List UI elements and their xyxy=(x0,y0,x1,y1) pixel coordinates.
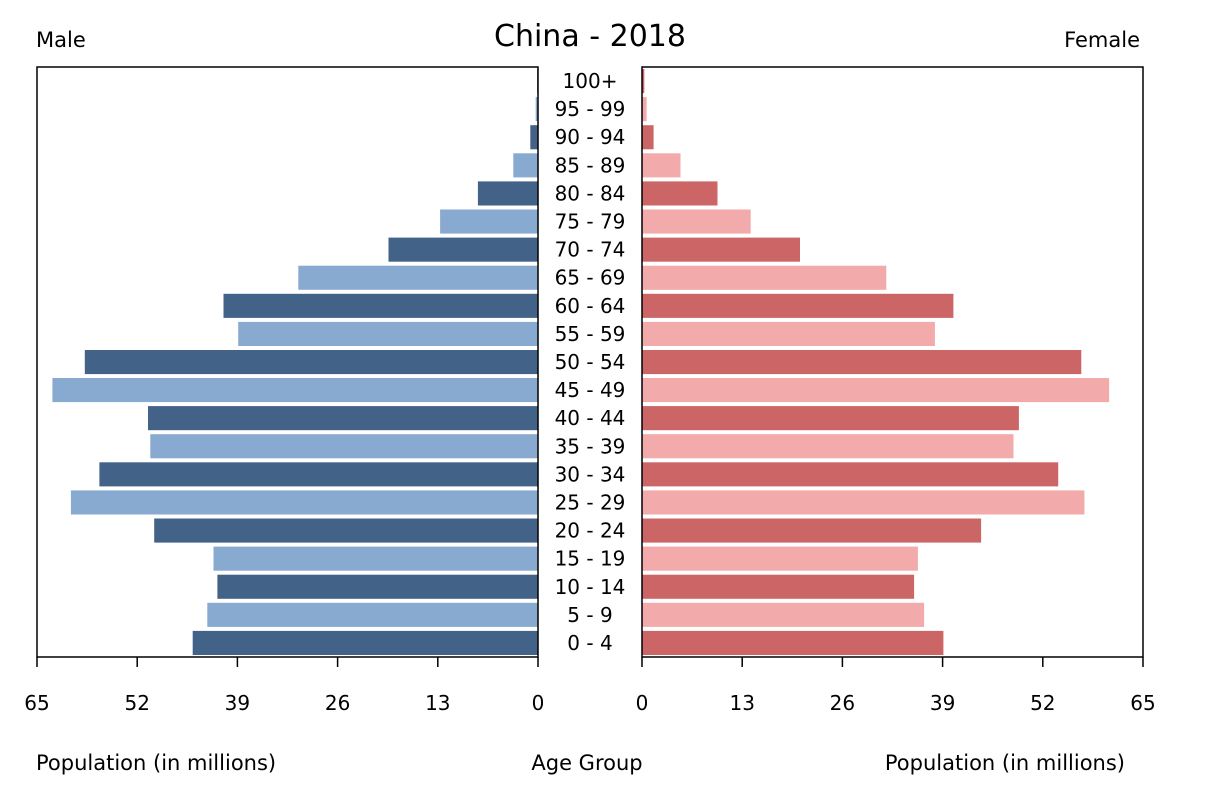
male-bar-12 xyxy=(148,406,538,431)
female-bar-12 xyxy=(642,406,1019,431)
male-bar-16 xyxy=(154,518,538,543)
male-bar-4 xyxy=(477,181,538,206)
female-bar-2 xyxy=(642,125,654,150)
age-group-label: 20 - 24 xyxy=(555,519,626,543)
female-plot-frame xyxy=(641,66,1144,658)
male-bar-9 xyxy=(238,321,538,346)
male-tick-label: 52 xyxy=(124,691,149,715)
male-bar-17 xyxy=(213,546,538,571)
female-bar-5 xyxy=(642,209,751,234)
age-group-label: 10 - 14 xyxy=(555,575,626,599)
male-bars xyxy=(52,69,539,655)
female-bar-0 xyxy=(642,69,645,94)
female-bar-18 xyxy=(642,574,915,599)
age-group-label: 35 - 39 xyxy=(555,434,626,458)
female-axis-ticks: 0 13 26 39 52 65 xyxy=(636,657,1156,715)
male-bar-8 xyxy=(223,293,538,318)
male-bar-11 xyxy=(52,378,539,403)
male-bar-20 xyxy=(192,630,538,655)
age-group-axis-label: Age Group xyxy=(531,751,642,775)
age-group-label: 5 - 9 xyxy=(567,603,612,627)
female-bar-19 xyxy=(642,602,925,627)
male-axis-ticks: 65 52 39 26 13 0 xyxy=(24,657,544,715)
female-tick-label: 52 xyxy=(1030,691,1055,715)
age-group-label: 45 - 49 xyxy=(555,378,626,402)
age-group-label: 15 - 19 xyxy=(555,547,626,571)
male-bar-14 xyxy=(99,462,539,487)
age-group-label: 55 - 59 xyxy=(555,322,626,346)
female-bar-8 xyxy=(642,293,954,318)
female-bar-16 xyxy=(642,518,982,543)
male-bar-18 xyxy=(217,574,538,599)
male-bar-3 xyxy=(513,153,538,178)
age-group-label: 70 - 74 xyxy=(555,238,626,262)
age-group-label: 50 - 54 xyxy=(555,350,626,374)
male-bar-19 xyxy=(207,602,539,627)
male-tick-label: 0 xyxy=(532,691,545,715)
male-bar-2 xyxy=(530,125,538,150)
age-group-label: 85 - 89 xyxy=(555,153,626,177)
male-bar-6 xyxy=(388,237,538,262)
female-tick-label: 26 xyxy=(830,691,855,715)
female-tick-label: 13 xyxy=(729,691,754,715)
age-group-label: 100+ xyxy=(563,69,618,93)
age-group-label: 80 - 84 xyxy=(555,181,626,205)
male-axis-label: Population (in millions) xyxy=(36,751,276,775)
male-label: Male xyxy=(36,28,86,52)
female-label: Female xyxy=(1064,28,1140,52)
female-bar-4 xyxy=(642,181,718,206)
age-group-label: 65 - 69 xyxy=(555,266,626,290)
male-bar-7 xyxy=(298,265,538,290)
male-tick-label: 26 xyxy=(325,691,350,715)
male-tick-label: 65 xyxy=(24,691,49,715)
female-bar-7 xyxy=(642,265,887,290)
female-bar-13 xyxy=(642,434,1014,459)
female-bar-17 xyxy=(642,546,918,571)
female-bar-3 xyxy=(642,153,681,178)
female-tick-label: 0 xyxy=(636,691,649,715)
female-bar-10 xyxy=(642,350,1082,375)
female-bar-11 xyxy=(642,378,1110,403)
age-group-label: 0 - 4 xyxy=(567,631,612,655)
female-bar-9 xyxy=(642,321,935,346)
age-group-label: 75 - 79 xyxy=(555,210,626,234)
age-group-label: 95 - 99 xyxy=(555,97,626,121)
male-bar-15 xyxy=(70,490,539,515)
female-bar-1 xyxy=(642,97,647,122)
chart-title: China - 2018 xyxy=(494,19,686,54)
male-tick-label: 13 xyxy=(425,691,450,715)
female-bar-6 xyxy=(642,237,800,262)
male-bar-1 xyxy=(535,97,538,122)
age-group-label: 90 - 94 xyxy=(555,125,626,149)
age-group-label: 25 - 29 xyxy=(555,491,626,515)
age-group-label: 30 - 34 xyxy=(555,462,626,486)
female-axis-label: Population (in millions) xyxy=(885,751,1125,775)
female-bar-14 xyxy=(642,462,1059,487)
male-plot-frame xyxy=(36,66,539,658)
female-bar-15 xyxy=(642,490,1085,515)
age-group-label: 60 - 64 xyxy=(555,294,626,318)
female-bars xyxy=(642,69,1110,655)
male-tick-label: 39 xyxy=(225,691,250,715)
age-group-label: 40 - 44 xyxy=(555,406,626,430)
male-bar-10 xyxy=(84,350,539,375)
male-bar-5 xyxy=(440,209,538,234)
female-tick-label: 39 xyxy=(930,691,955,715)
male-bar-13 xyxy=(150,434,539,459)
age-group-labels: 100+ 95 - 99 90 - 94 85 - 89 80 - 84 75 - 79 7… xyxy=(555,69,626,655)
female-bar-20 xyxy=(642,630,944,655)
female-tick-label: 65 xyxy=(1130,691,1155,715)
